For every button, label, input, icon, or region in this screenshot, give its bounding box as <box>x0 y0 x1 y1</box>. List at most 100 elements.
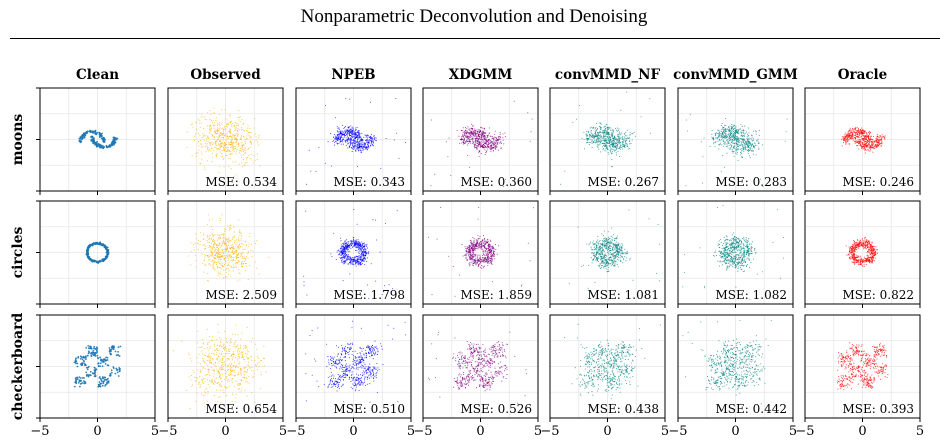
data-point <box>223 146 225 148</box>
data-point <box>735 149 737 151</box>
data-point <box>94 132 97 135</box>
data-point <box>203 271 205 273</box>
data-point <box>843 137 846 140</box>
data-point <box>347 131 350 133</box>
data-point <box>594 130 596 132</box>
data-point <box>853 128 855 130</box>
data-point <box>729 142 731 144</box>
outlier-point <box>333 232 335 234</box>
data-point <box>610 140 612 142</box>
data-point <box>204 135 206 137</box>
data-point <box>462 129 464 132</box>
data-point <box>213 131 215 133</box>
data-point <box>460 129 462 131</box>
data-point <box>238 261 240 263</box>
data-point <box>858 136 860 138</box>
data-point <box>207 214 209 216</box>
panel-circles-npeb: MSE: 1.798 <box>295 200 412 308</box>
data-point <box>202 262 204 265</box>
data-point <box>223 269 225 271</box>
data-point <box>194 135 196 137</box>
data-point <box>207 223 209 226</box>
data-point <box>234 134 236 136</box>
data-point <box>485 137 487 139</box>
data-point <box>236 143 238 145</box>
data-point <box>468 128 470 130</box>
data-point <box>217 148 219 150</box>
data-point <box>367 147 369 149</box>
data-point <box>193 139 195 142</box>
data-point <box>483 141 485 143</box>
data-point <box>356 260 359 262</box>
data-point <box>861 137 863 140</box>
data-point <box>190 242 192 244</box>
data-point <box>496 146 498 148</box>
data-point <box>249 132 251 134</box>
data-point <box>242 147 244 149</box>
outlier-point <box>745 146 747 148</box>
data-point <box>211 228 214 231</box>
data-point <box>470 138 472 141</box>
data-point <box>711 136 713 138</box>
data-point <box>490 144 492 146</box>
outlier-point <box>529 140 531 142</box>
data-point <box>628 140 631 142</box>
data-point <box>861 133 863 135</box>
data-point <box>876 133 878 135</box>
data-point <box>212 266 214 268</box>
data-point <box>720 135 722 137</box>
outlier-point <box>318 146 320 148</box>
data-point <box>616 138 618 140</box>
data-point <box>208 236 210 238</box>
data-point <box>352 237 354 239</box>
data-point <box>357 148 359 150</box>
data-point <box>474 137 476 140</box>
data-point <box>626 135 628 137</box>
data-point <box>740 154 742 156</box>
data-point <box>472 140 474 142</box>
data-point <box>214 124 216 126</box>
data-point <box>714 132 716 134</box>
data-point <box>719 140 721 142</box>
data-point <box>83 133 86 135</box>
data-point <box>239 279 241 281</box>
data-point <box>743 150 745 152</box>
data-point <box>355 246 357 248</box>
data-point <box>464 132 466 134</box>
data-point <box>860 144 862 146</box>
data-point <box>353 131 355 133</box>
data-point <box>258 144 260 146</box>
data-point <box>343 132 345 134</box>
data-point <box>881 143 883 145</box>
data-point <box>754 142 756 144</box>
data-point <box>761 144 764 146</box>
data-point <box>226 154 228 157</box>
data-point <box>860 132 862 134</box>
data-point <box>876 142 879 144</box>
data-point <box>350 244 352 246</box>
data-point <box>219 140 222 142</box>
data-point <box>244 162 246 164</box>
data-point <box>222 262 224 264</box>
data-point <box>490 135 492 137</box>
data-point <box>494 136 496 138</box>
data-point <box>841 138 843 140</box>
data-point <box>221 273 223 276</box>
data-point <box>742 129 744 131</box>
data-point <box>227 126 229 128</box>
data-point <box>355 127 357 129</box>
data-point <box>346 254 348 256</box>
data-point <box>361 245 363 247</box>
data-point <box>587 141 589 144</box>
data-point <box>247 133 249 135</box>
data-point <box>214 132 217 134</box>
data-point <box>879 139 881 142</box>
data-point <box>237 135 239 138</box>
data-point <box>857 133 859 136</box>
data-point <box>354 143 356 145</box>
data-point <box>622 144 624 146</box>
data-point <box>615 152 617 154</box>
data-point <box>859 144 861 146</box>
data-point <box>741 133 743 135</box>
data-point <box>482 136 484 138</box>
